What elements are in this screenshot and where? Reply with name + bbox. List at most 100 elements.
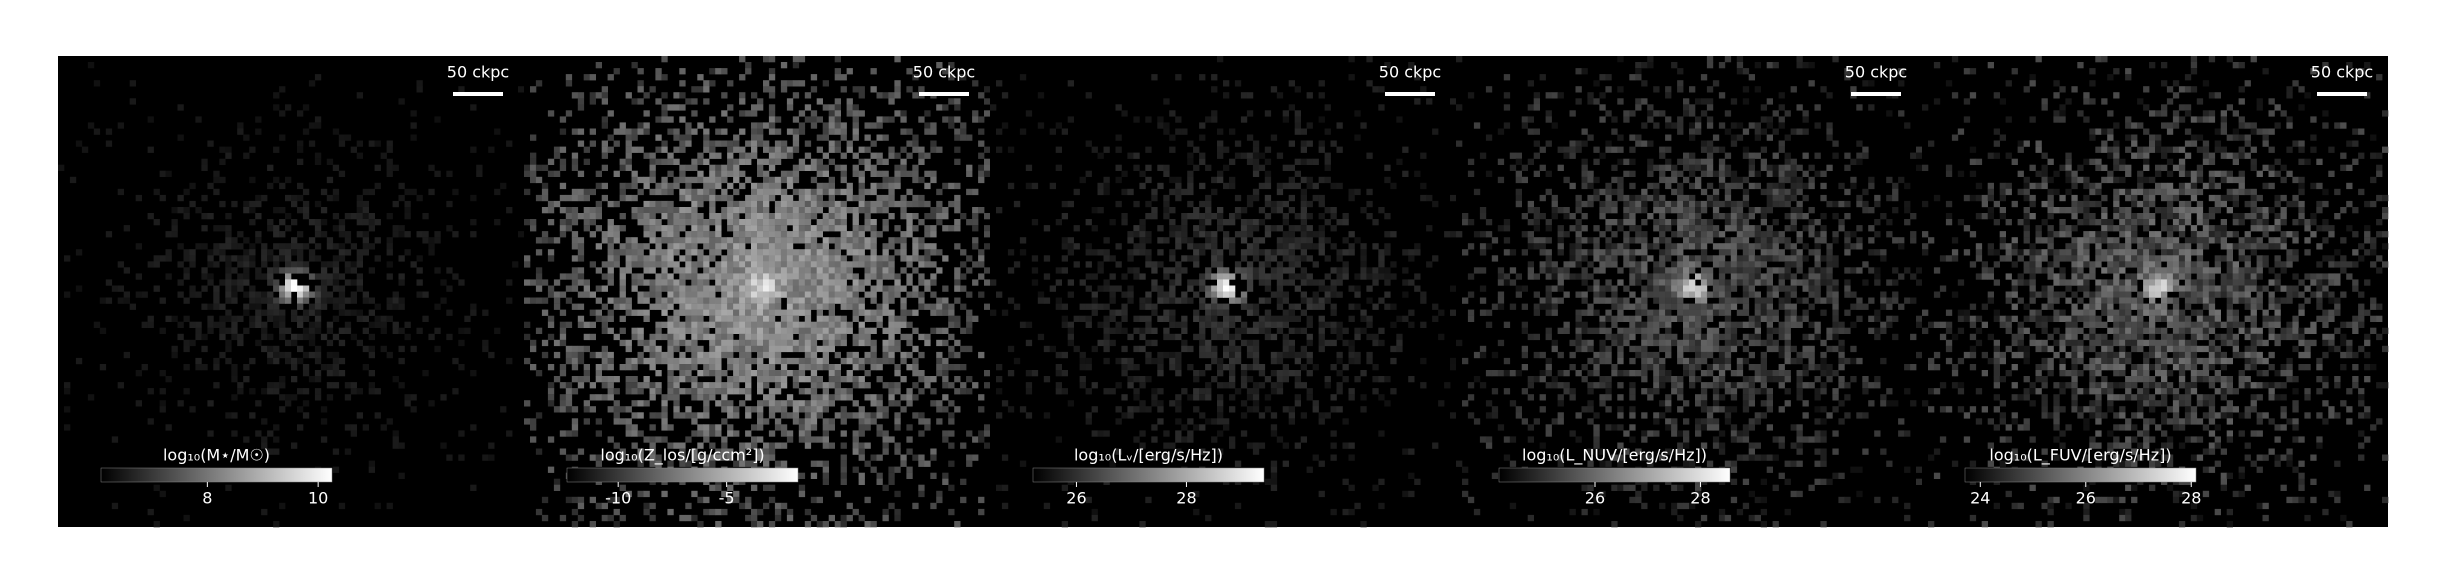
pixel	[500, 182, 507, 190]
pixel	[703, 394, 710, 401]
pixel	[733, 321, 740, 328]
pixel	[189, 321, 196, 328]
pixel	[870, 357, 877, 365]
pixel	[768, 315, 776, 322]
pixel	[595, 376, 602, 383]
pixel	[792, 303, 800, 310]
pixel	[948, 74, 955, 81]
pixel	[768, 249, 776, 256]
pixel	[159, 400, 166, 407]
pixel	[840, 376, 847, 383]
pixel	[739, 170, 746, 177]
pixel	[906, 400, 913, 407]
pixel	[530, 424, 537, 431]
pixel	[535, 164, 543, 171]
pixel	[356, 140, 363, 147]
pixel	[912, 164, 919, 171]
pixel	[930, 122, 937, 129]
pixel	[912, 454, 919, 461]
pixel	[715, 448, 722, 455]
pixel	[918, 116, 925, 123]
pixel	[715, 285, 722, 292]
pixel	[667, 351, 674, 359]
pixel	[768, 146, 776, 153]
pixel	[1001, 122, 1009, 129]
pixel	[673, 291, 680, 298]
pixel	[786, 303, 794, 310]
pixel	[745, 502, 752, 510]
pixel	[715, 243, 722, 250]
pixel	[727, 200, 734, 208]
pixel	[219, 249, 226, 256]
pixel	[237, 388, 244, 395]
pixel	[595, 309, 602, 316]
pixel	[1336, 388, 1343, 395]
pixel	[1193, 146, 1200, 153]
pixel	[960, 364, 967, 371]
pixel	[1139, 442, 1146, 449]
pixel	[709, 297, 716, 304]
pixel	[1330, 213, 1337, 220]
pixel	[1294, 128, 1301, 135]
pixel	[189, 285, 196, 292]
pixel	[1408, 255, 1415, 262]
pixel	[739, 146, 746, 153]
pixel	[858, 339, 865, 347]
pixel	[1163, 273, 1170, 280]
pixel	[356, 388, 363, 395]
pixel	[1336, 146, 1343, 153]
pixel	[1181, 291, 1188, 298]
pixel	[1270, 357, 1278, 365]
pixel	[786, 104, 794, 111]
pixel	[1276, 357, 1284, 365]
pixel	[213, 364, 220, 371]
pixel	[255, 231, 262, 238]
pixel	[1282, 231, 1289, 238]
pixel	[607, 496, 614, 504]
pixel	[768, 68, 776, 75]
pixel	[691, 345, 698, 353]
pixel	[1217, 448, 1224, 455]
pixel	[834, 98, 841, 105]
pixel	[213, 297, 220, 304]
pixel	[673, 285, 680, 292]
pixel	[213, 225, 220, 232]
pixel	[338, 225, 346, 232]
pixel	[314, 122, 322, 129]
pixel	[745, 514, 752, 522]
pixel	[751, 339, 758, 347]
pixel	[846, 237, 853, 244]
pixel	[362, 345, 369, 353]
pixel	[267, 351, 274, 359]
pixel	[667, 376, 674, 383]
pixel	[709, 285, 716, 292]
pixel	[757, 273, 764, 280]
pixel	[888, 357, 895, 365]
pixel	[1205, 194, 1212, 202]
pixel	[834, 200, 841, 208]
pixel	[416, 255, 423, 262]
pixel	[768, 279, 776, 286]
pixel	[792, 116, 800, 123]
pixel	[1199, 388, 1206, 395]
pixel	[900, 237, 907, 244]
pixel	[828, 345, 835, 353]
pixel	[1258, 327, 1266, 334]
pixel	[888, 394, 895, 401]
pixel	[1187, 436, 1194, 443]
pixel	[404, 400, 411, 407]
pixel	[768, 56, 776, 63]
pixel	[882, 309, 889, 316]
pixel	[954, 388, 961, 395]
pixel	[368, 333, 375, 341]
pixel	[888, 351, 895, 359]
pixel	[948, 412, 955, 419]
pixel	[326, 351, 334, 359]
pixel	[410, 110, 417, 117]
pixel	[1013, 303, 1021, 310]
pixel	[679, 364, 686, 371]
pixel	[398, 231, 405, 238]
pixel	[1408, 448, 1415, 455]
pixel	[828, 339, 835, 347]
pixel	[858, 237, 865, 244]
